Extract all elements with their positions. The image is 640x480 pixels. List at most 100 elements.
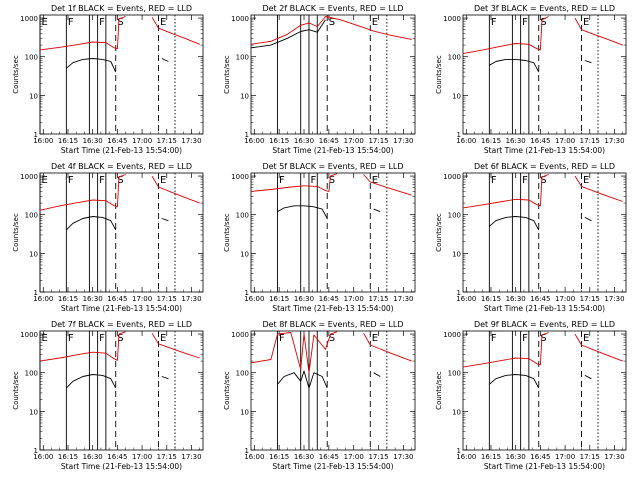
series-line-lld xyxy=(574,17,623,46)
series-line-events xyxy=(65,216,117,231)
marker-label: E xyxy=(583,175,589,186)
chart-title: Det 7f BLACK = Events, RED = LLD xyxy=(51,320,192,329)
chart-panel-4: Det 4f BLACK = Events, RED = LLD 1 10 100 10… xyxy=(12,162,204,313)
series-line-lld xyxy=(250,173,338,192)
chart-title: Det 4f BLACK = Events, RED = LLD xyxy=(51,162,192,171)
x-tick-label: 16:45 xyxy=(107,453,127,461)
x-tick-label: 16:00 xyxy=(33,295,53,303)
x-axis-label: Start Time (21-Feb-13 15:54:00) xyxy=(61,462,182,471)
marker-label: S xyxy=(329,175,335,186)
plot-frame xyxy=(39,14,204,135)
marker-label: S xyxy=(117,17,123,28)
marker-label: E xyxy=(160,17,166,28)
x-tick-label: 16:45 xyxy=(107,137,127,145)
marker-label: F xyxy=(491,175,497,186)
plot-frame xyxy=(462,14,627,135)
x-tick-label: 16:15 xyxy=(269,453,289,461)
y-tick-label: 1000 xyxy=(231,331,249,339)
x-tick-label: 17:30 xyxy=(181,295,201,303)
y-axis-label: Counts/sec xyxy=(12,371,20,410)
series-line-lld xyxy=(574,333,623,362)
y-tick-label: 100 xyxy=(236,212,249,220)
y-axis-label: Counts/sec xyxy=(435,55,443,94)
y-tick-label: 10 xyxy=(240,250,249,258)
marker-label: E xyxy=(583,333,589,344)
y-tick-label: 1000 xyxy=(443,15,461,23)
series-line-lld xyxy=(151,332,200,359)
plot-frame xyxy=(462,330,627,451)
y-tick-label: 1000 xyxy=(20,15,38,23)
y-axis-label: Counts/sec xyxy=(435,213,443,252)
series-line-lld xyxy=(462,16,549,55)
marker-label: F xyxy=(279,333,285,344)
series-line-lld xyxy=(151,16,200,45)
x-tick-label: 16:30 xyxy=(294,137,314,145)
y-axis-label: Counts/sec xyxy=(435,371,443,410)
x-tick-label: 16:30 xyxy=(83,295,103,303)
marker-label: E xyxy=(42,17,48,28)
x-axis-label: Start Time (21-Feb-13 15:54:00) xyxy=(272,462,393,471)
chart-title: Det 6f BLACK = Events, RED = LLD xyxy=(474,162,615,171)
x-tick-label: 16:00 xyxy=(244,295,264,303)
x-tick-label: 16:00 xyxy=(456,137,476,145)
x-tick-label: 17:30 xyxy=(604,453,624,461)
series-line-lld xyxy=(250,331,338,374)
y-tick-label: 1 xyxy=(34,131,38,139)
x-tick-label: 17:00 xyxy=(344,453,364,461)
series-line-lld xyxy=(39,174,126,211)
marker-label: S xyxy=(329,333,335,344)
series-line-lld xyxy=(151,175,200,204)
x-tick-label: 16:30 xyxy=(83,137,103,145)
marker-label: F xyxy=(68,333,74,344)
marker-label: E xyxy=(42,333,48,344)
marker-label: F xyxy=(522,17,528,28)
y-tick-label: 100 xyxy=(448,54,461,62)
y-tick-label: 10 xyxy=(29,250,38,258)
y-tick-label: 1 xyxy=(245,447,249,455)
plot-frame xyxy=(39,172,204,293)
marker-label: F xyxy=(310,175,316,186)
x-tick-label: 17:30 xyxy=(604,295,624,303)
series-line-events xyxy=(277,370,328,389)
marker-label: S xyxy=(329,17,335,28)
chart-panel-1: Det 1f BLACK = Events, RED = LLD 1 10 100 10… xyxy=(12,4,204,155)
series-line-events xyxy=(584,374,592,380)
x-tick-label: 16:15 xyxy=(481,137,501,145)
chart-panel-3: Det 3f BLACK = Events, RED = LLD 1 10 100 10… xyxy=(435,4,627,155)
y-tick-label: 1 xyxy=(457,447,461,455)
y-tick-label: 100 xyxy=(25,212,38,220)
x-tick-label: 17:15 xyxy=(368,137,388,145)
x-tick-label: 16:15 xyxy=(58,295,78,303)
y-tick-label: 1 xyxy=(34,447,38,455)
y-tick-label: 10 xyxy=(240,92,249,100)
y-tick-label: 10 xyxy=(452,250,461,258)
x-tick-label: 16:00 xyxy=(456,295,476,303)
x-tick-label: 17:00 xyxy=(132,453,152,461)
x-axis-label: Start Time (21-Feb-13 15:54:00) xyxy=(272,304,393,313)
y-axis-label: Counts/sec xyxy=(223,371,231,410)
x-tick-label: 17:15 xyxy=(157,137,177,145)
y-tick-label: 100 xyxy=(448,212,461,220)
series-line-events xyxy=(489,58,540,73)
series-line-lld xyxy=(363,174,412,196)
x-tick-label: 17:15 xyxy=(157,453,177,461)
series-line-events xyxy=(584,60,592,64)
x-tick-label: 16:15 xyxy=(481,453,501,461)
series-line-events xyxy=(373,208,381,213)
marker-label: E xyxy=(160,333,166,344)
y-tick-label: 100 xyxy=(236,370,249,378)
series-line-events xyxy=(489,374,540,389)
marker-label: S xyxy=(117,175,123,186)
y-tick-label: 10 xyxy=(452,408,461,416)
y-tick-label: 1000 xyxy=(443,173,461,181)
marker-label: E xyxy=(160,175,166,186)
x-tick-label: 16:30 xyxy=(294,295,314,303)
chart-title: Det 1f BLACK = Events, RED = LLD xyxy=(51,4,192,13)
y-tick-label: 1 xyxy=(245,289,249,297)
series-line-events xyxy=(161,58,169,62)
chart-panel-8: Det 8f BLACK = Events, RED = LLD 1 10 100 10… xyxy=(223,320,416,471)
series-line-events xyxy=(373,372,381,377)
series-line-lld xyxy=(250,16,412,45)
x-tick-label: 17:30 xyxy=(181,453,201,461)
x-tick-label: 17:30 xyxy=(393,295,413,303)
